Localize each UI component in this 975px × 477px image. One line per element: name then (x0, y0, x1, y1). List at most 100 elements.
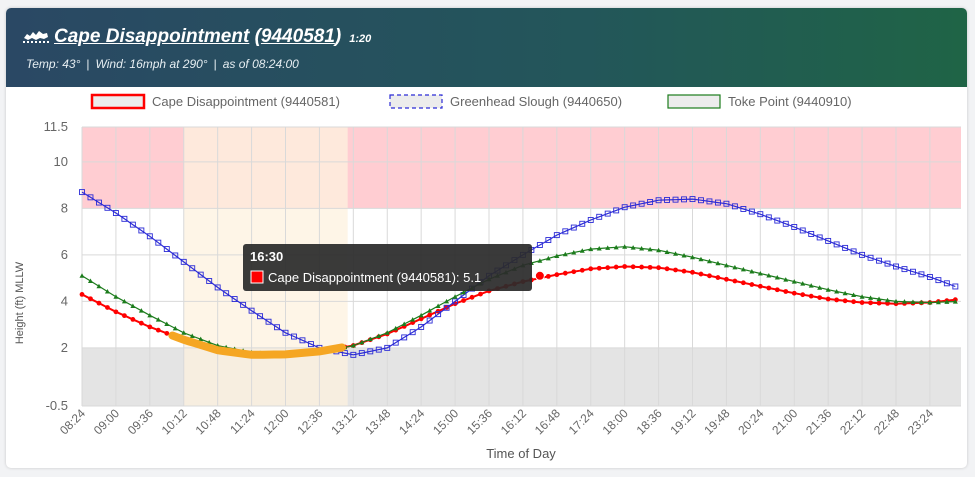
series-point (868, 295, 874, 300)
y-tick-label: 2 (61, 340, 68, 355)
paren-open: ( (249, 26, 261, 47)
series-point (435, 303, 441, 309)
series-point (850, 248, 857, 255)
legend-item-2[interactable]: Toke Point (9440910) (667, 94, 852, 109)
series-point (791, 279, 797, 284)
series-point (545, 255, 551, 261)
tooltip-marker (534, 270, 545, 281)
series-point (172, 325, 178, 331)
tooltip-swatch (250, 270, 264, 284)
series-point (571, 269, 577, 275)
series-point (88, 296, 93, 302)
series-point (426, 317, 433, 324)
series-point (545, 237, 552, 244)
station-id-link[interactable]: 9440581 (260, 26, 335, 47)
highlight-segment (168, 331, 346, 359)
y-axis-label: Height (ft) MLLW (14, 261, 26, 344)
series-point (765, 214, 772, 221)
series-point (740, 280, 746, 286)
series-point (655, 197, 662, 204)
series-point (163, 246, 170, 253)
x-tick-label: 12:00 (260, 406, 291, 437)
x-tick-label: 15:00 (430, 406, 461, 437)
series-point (587, 217, 594, 223)
series-point (749, 268, 755, 274)
series-point (774, 275, 780, 280)
series-point (884, 260, 891, 267)
card-header: Cape Disappointment ( 9440581 ) 1:20 Tem… (6, 8, 967, 87)
series-point (138, 320, 144, 326)
series-point (647, 199, 654, 205)
series-point (935, 299, 941, 305)
series-lines (79, 189, 959, 359)
series-point (825, 296, 831, 302)
series-point (562, 251, 568, 257)
series-point (104, 204, 111, 211)
series-point (732, 278, 738, 284)
series-point (943, 280, 950, 287)
series-point (817, 295, 823, 300)
series-point (562, 228, 569, 235)
x-tick-label: 13:12 (328, 406, 359, 437)
series-point (715, 260, 721, 266)
station-title: Cape Disappointment ( 9440581 ) 1:20 (23, 26, 371, 48)
series-point (571, 250, 577, 255)
series-point (579, 248, 585, 253)
series-point (401, 334, 408, 341)
x-tick-label: 22:12 (837, 406, 868, 437)
y-tick-label: 6 (61, 247, 68, 262)
series-point (714, 199, 721, 206)
series-point (469, 294, 475, 300)
series-point (901, 266, 908, 273)
series-point (885, 297, 891, 303)
series-point (579, 267, 585, 273)
series-point (596, 265, 602, 271)
series-point (341, 350, 348, 357)
series-point (427, 312, 433, 318)
series-point (155, 239, 162, 246)
series-point (350, 343, 356, 348)
series-point (96, 283, 102, 289)
series-point (664, 249, 670, 254)
legend-item-1[interactable]: Greenhead Slough (9440650) (389, 94, 622, 109)
series-point (231, 296, 238, 303)
series-point (282, 329, 289, 336)
x-tick-label: 15:36 (464, 406, 495, 437)
series-point (113, 309, 119, 315)
series-point (749, 282, 755, 287)
conditions-row: Temp: 43° | Wind: 16mph at 290° | as of 08:2… (26, 57, 299, 71)
series-point (723, 262, 729, 268)
series-point (833, 241, 840, 248)
series-point (265, 318, 272, 325)
series-point (189, 265, 196, 272)
series-point (588, 266, 594, 272)
series-point (707, 273, 712, 279)
x-tick-label: 11:24 (227, 406, 258, 437)
series-point (392, 339, 399, 346)
series-point (732, 264, 738, 270)
legend-label: Greenhead Slough (9440650) (450, 94, 622, 109)
tide-card: Cape Disappointment ( 9440581 ) 1:20 Tem… (6, 8, 967, 468)
series-point (842, 244, 849, 251)
series-point (800, 292, 806, 298)
series-point (774, 217, 781, 224)
x-tick-label: 09:00 (91, 406, 122, 437)
series-point (630, 245, 636, 250)
series-point (656, 247, 662, 253)
legend-item-0[interactable]: Cape Disappointment (9440581) (90, 93, 340, 110)
series-point (384, 344, 391, 351)
series-point (418, 323, 425, 330)
series-point (605, 245, 611, 250)
series-point (876, 300, 882, 306)
x-tick-label: 21:00 (769, 406, 800, 437)
series-point (604, 210, 611, 217)
series-point (87, 194, 94, 201)
series-point (808, 230, 815, 237)
x-tick-label: 17:24 (566, 406, 597, 437)
y-tick-label: -0.5 (46, 398, 68, 413)
series-point (562, 270, 568, 276)
series-point (358, 350, 365, 357)
series-point (808, 283, 814, 288)
series-point (240, 301, 247, 308)
station-name-link[interactable]: Cape Disappointment (54, 26, 250, 47)
